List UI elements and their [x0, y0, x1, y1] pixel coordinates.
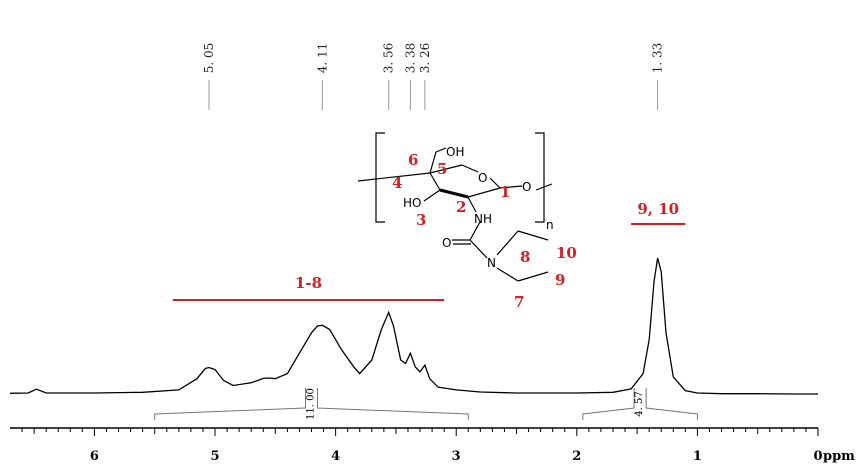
- x-minor-ticks: [21, 428, 819, 436]
- integral-group: 11. 00: [154, 388, 469, 420]
- x-tick-label: 4: [331, 449, 340, 464]
- x-tick-label: 5: [210, 449, 219, 464]
- oh-left-label: HO: [403, 196, 421, 210]
- annotation-label: 9, 10: [637, 200, 679, 218]
- atom-number-10: 10: [556, 244, 577, 262]
- integral-curve: [582, 388, 698, 420]
- peak-label: 3. 56: [382, 43, 396, 74]
- left-bracket: [375, 132, 385, 223]
- atom-number-3: 3: [416, 211, 426, 229]
- atom-number-2: 2: [456, 198, 466, 216]
- x-tick-label: 2: [572, 449, 581, 464]
- peak-label: 5. 05: [202, 43, 216, 74]
- atom-number-8: 8: [520, 248, 530, 266]
- repeat-subscript: n: [546, 218, 554, 232]
- annotations: 1-8 9, 10: [172, 200, 686, 301]
- x-axis: 6 5 4 3 2 1 0 ppm: [10, 427, 855, 464]
- nh-label: NH: [474, 212, 492, 226]
- integral-curve: [154, 388, 469, 420]
- atom-number-1: 1: [500, 183, 510, 201]
- x-tick-label: 3: [452, 449, 461, 464]
- right-bracket: [535, 132, 545, 223]
- integral-value: 11. 00: [305, 388, 316, 420]
- carbonyl-oxygen-label: O: [442, 236, 451, 250]
- peak-label: 3. 38: [403, 43, 417, 74]
- glycosidic-oxygen-label: O: [522, 180, 531, 194]
- nitrogen-label: N: [487, 256, 496, 270]
- ring-oxygen-label: O: [478, 171, 487, 185]
- x-major-ticks: 6 5 4 3 2 1 0: [90, 449, 823, 464]
- ring-bonds: [357, 147, 553, 282]
- atom-number-4: 4: [392, 174, 402, 192]
- annotation-label: 1-8: [295, 274, 322, 292]
- atom-number-7: 7: [514, 293, 524, 311]
- atom-number-6: 6: [408, 151, 418, 169]
- x-tick-label: 1: [693, 449, 702, 464]
- atom-number-9: 9: [555, 271, 565, 289]
- x-tick-label: 0: [813, 449, 822, 464]
- integral-group: 4. 57: [582, 388, 698, 420]
- peak-label: 3. 26: [418, 43, 432, 74]
- molecular-structure: OH O O HO NH O N n 1 2 3 4 5 6 7 8 9 10: [357, 132, 577, 311]
- spectrum-trace: [9, 257, 818, 395]
- peak-labels: 5. 05 4. 11 3. 56 3. 38 3. 26 1. 33: [202, 43, 665, 110]
- atom-number-5: 5: [437, 160, 447, 178]
- x-axis-unit: ppm: [823, 449, 855, 464]
- x-tick-label: 6: [90, 449, 99, 464]
- integral-value: 4. 57: [634, 391, 645, 416]
- integral-markers: 11. 00 4. 57: [154, 388, 698, 420]
- peak-label: 1. 33: [651, 43, 665, 74]
- peak-label: 4. 11: [315, 43, 329, 74]
- oh-top-label: OH: [446, 145, 464, 159]
